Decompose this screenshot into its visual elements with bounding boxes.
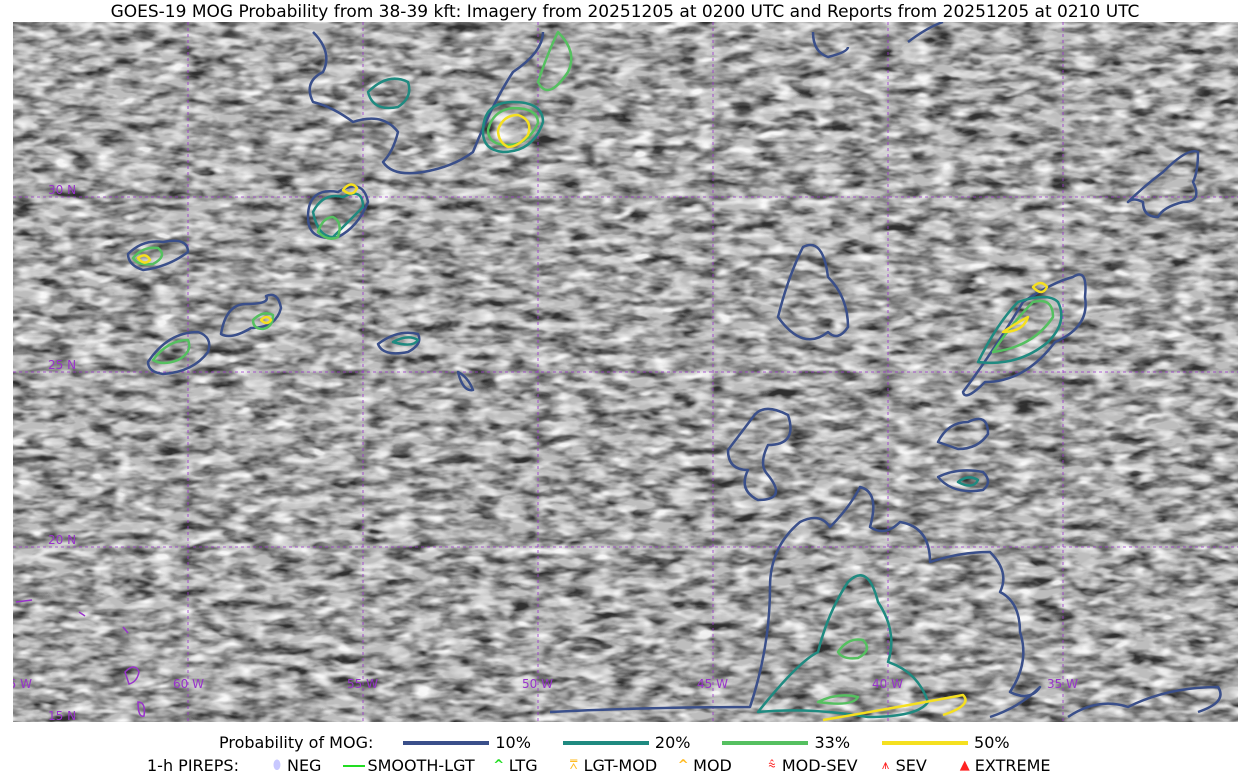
legend-level-label: 50% xyxy=(974,733,1010,752)
chart-title: GOES-19 MOG Probability from 38-39 kft: … xyxy=(110,2,1140,22)
lon-label: 40 W xyxy=(872,677,903,691)
lat-label: 30 N xyxy=(48,183,76,197)
legend-level-label: 20% xyxy=(654,733,691,752)
double-caret-icon: ⩚ xyxy=(881,758,890,773)
legend-level-label: 33% xyxy=(814,733,851,752)
pirep-label: MOD xyxy=(693,756,732,775)
lon-label: 35 W xyxy=(1047,677,1078,691)
mog-contours-20 xyxy=(311,77,1063,719)
lat-label: 20 N xyxy=(48,533,76,547)
legend-swatch-20 xyxy=(562,740,649,745)
pirep-label: SEV xyxy=(895,756,927,775)
filled-triangle-icon: ▲ xyxy=(959,758,970,773)
legend-level-label: 10% xyxy=(495,733,531,752)
lat-label: 25 N xyxy=(48,358,76,372)
lon-label: 60 W xyxy=(173,677,204,691)
lon-label: 55 W xyxy=(347,677,378,691)
line-icon xyxy=(343,764,366,767)
lat-label: 15 N xyxy=(48,709,76,722)
pirep-legend: 1-h PIREPS: ⬮ NEG SMOOTH-LGT ^ LTG ⩞ LGT-MO… xyxy=(147,756,1050,775)
coastlines xyxy=(15,599,146,717)
pirep-label: LGT-MOD xyxy=(583,756,658,775)
pirep-label: EXTREME xyxy=(974,756,1051,775)
lon-label: 45 W xyxy=(697,677,728,691)
lat-labels: 30 N 25 N 20 N 15 N xyxy=(48,183,76,722)
lon-label: 65 W xyxy=(13,677,32,691)
double-caret-bar-icon: ⩯ xyxy=(768,758,776,773)
pirep-legend-label: 1-h PIREPS: xyxy=(147,756,239,775)
mog-contours-10 xyxy=(126,22,1222,719)
probability-legend: Probability of MOG: 10% 20% 33% 50% xyxy=(219,733,1010,752)
pirep-label: SMOOTH-LGT xyxy=(367,756,475,775)
legend-swatch-50 xyxy=(882,740,969,745)
pirep-label: LTG xyxy=(508,756,538,775)
satellite-map: 65 W 60 W 55 W 50 W 45 W 40 W 35 W 30 N … xyxy=(13,22,1238,722)
pirep-label: MOD-SEV xyxy=(781,756,858,775)
caret-icon: ^ xyxy=(493,758,505,773)
legend-swatch-10 xyxy=(403,740,490,745)
pirep-label: NEG xyxy=(286,756,322,775)
caret-icon: ^ xyxy=(677,758,689,773)
mog-contours-50 xyxy=(136,113,1049,722)
lon-label: 50 W xyxy=(522,677,553,691)
neg-oval-icon: ⬮ xyxy=(272,758,282,773)
legend-swatch-33 xyxy=(722,740,809,745)
caret-bar-icon: ⩞ xyxy=(569,758,578,773)
grid-lines xyxy=(13,22,1238,722)
probability-legend-label: Probability of MOG: xyxy=(219,733,374,752)
lon-labels: 65 W 60 W 55 W 50 W 45 W 40 W 35 W xyxy=(13,677,1078,691)
